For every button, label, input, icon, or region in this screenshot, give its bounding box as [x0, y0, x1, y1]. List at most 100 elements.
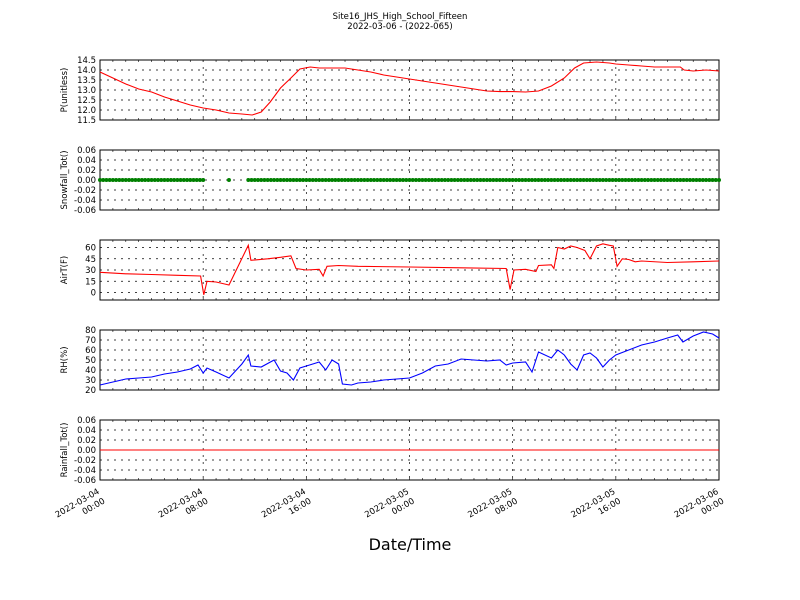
series-point [417, 178, 422, 182]
series-point [259, 178, 264, 182]
y-tick-label: 30 [85, 376, 96, 386]
series-point [671, 178, 676, 182]
series-point [191, 178, 196, 182]
series-point [513, 178, 518, 182]
series-point [446, 178, 451, 182]
y-tick-label: 30 [85, 266, 96, 276]
series-point [152, 178, 157, 182]
series-point [272, 178, 277, 182]
y-tick-label: 0.00 [77, 446, 96, 456]
series-point [665, 178, 670, 182]
series-point [388, 178, 393, 182]
y-tick-label: 80 [85, 326, 96, 336]
series-point [552, 178, 557, 182]
series-point [410, 178, 415, 182]
series-point [594, 178, 599, 182]
y-tick-label: 60 [85, 346, 96, 356]
series-point [600, 178, 605, 182]
series-point [707, 178, 712, 182]
series-point [314, 178, 319, 182]
series-point [114, 178, 119, 182]
series-point [523, 178, 528, 182]
series-point [568, 178, 573, 182]
series-point [430, 178, 435, 182]
y-axis-label: Snowfall_Tot() [60, 150, 70, 209]
series-point [278, 178, 283, 182]
series-point [168, 178, 173, 182]
series-point [123, 178, 128, 182]
series-point [330, 178, 335, 182]
series-point [127, 178, 132, 182]
y-tick-label: 50 [85, 356, 96, 366]
series-point [533, 178, 538, 182]
series-point [526, 178, 531, 182]
series-point [101, 178, 106, 182]
series-point [268, 178, 273, 182]
panel-5: -0.06-0.04-0.020.000.020.040.06 Rainfall_… [60, 416, 720, 486]
series-point [404, 178, 409, 182]
series-point [652, 178, 657, 182]
series-point [194, 178, 199, 182]
series-point [98, 178, 102, 182]
series-point [517, 178, 522, 182]
series-point [565, 178, 570, 182]
series-point [362, 178, 367, 182]
series-point [646, 178, 651, 182]
series-point [246, 178, 251, 182]
series-point [136, 178, 141, 182]
y-tick-label: 0.04 [77, 156, 96, 166]
series-point [562, 178, 567, 182]
series-point [442, 178, 447, 182]
series-point [275, 178, 280, 182]
series-point [610, 178, 615, 182]
y-tick-label: 70 [85, 336, 96, 346]
y-tick-label: 11.5 [77, 116, 96, 126]
series-line [99, 61, 720, 116]
series-point [284, 178, 289, 182]
series-point [407, 178, 412, 182]
series-point [401, 178, 406, 182]
panel-1: 11.512.012.513.013.514.014.5 P(unitless) [60, 56, 720, 126]
series-point [359, 178, 364, 182]
series-point [336, 178, 341, 182]
series-point [326, 178, 331, 182]
x-tick-label: 2022-03-0600:00 [673, 487, 726, 530]
series-point [607, 178, 612, 182]
series-point [439, 178, 444, 182]
series-point [675, 178, 680, 182]
series-point [181, 178, 186, 182]
chart-panels: 11.512.012.513.013.514.014.5 P(unitless) -… [60, 56, 721, 486]
series-point [471, 178, 476, 182]
series-point [426, 178, 431, 182]
series-point [397, 178, 402, 182]
y-tick-label: 40 [85, 366, 96, 376]
series-point [507, 178, 512, 182]
y-tick-label: 14.5 [77, 56, 96, 66]
series-point [162, 178, 167, 182]
series-point [104, 178, 109, 182]
series-point [697, 178, 702, 182]
series-point [629, 178, 634, 182]
y-tick-label: 20 [85, 386, 96, 396]
series-point [301, 178, 306, 182]
series-point [294, 178, 299, 182]
series-point [149, 178, 154, 182]
series-point [681, 178, 686, 182]
series-point [520, 178, 525, 182]
y-tick-label: 14.0 [77, 66, 96, 76]
y-tick-label: -0.02 [74, 456, 96, 466]
y-tick-label: 60 [85, 244, 96, 254]
series-point [542, 178, 547, 182]
y-tick-label: 12.0 [77, 106, 96, 116]
series-point [575, 178, 580, 182]
series-point [591, 178, 596, 182]
series-point [662, 178, 667, 182]
series-point [694, 178, 699, 182]
series-point [320, 178, 325, 182]
series-point [713, 178, 718, 182]
series-point [384, 178, 389, 182]
series-point [691, 178, 696, 182]
